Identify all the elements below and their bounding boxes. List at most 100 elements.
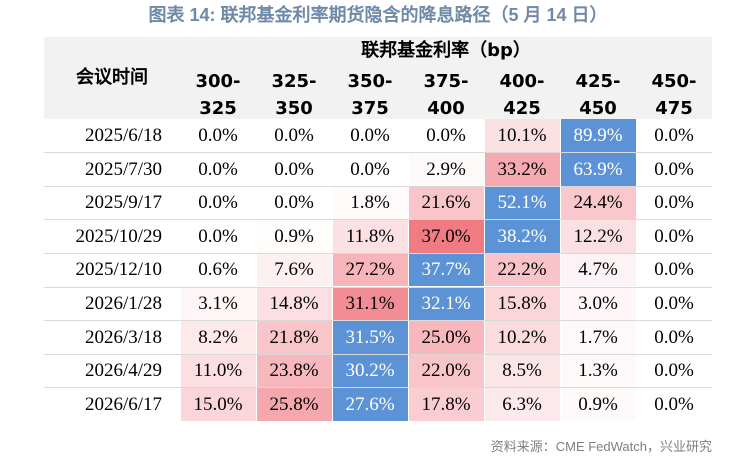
- probability-cell: 6.3%: [484, 387, 560, 421]
- table-row: 2025/6/18 0.0% 0.0% 0.0% 0.0% 10.1% 89.9% 0.0%: [44, 119, 712, 152]
- probability-cell: 89.9%: [560, 119, 636, 152]
- table-body: 2025/6/18 0.0% 0.0% 0.0% 0.0% 10.1% 89.9% 0.0% 2…: [44, 119, 712, 422]
- probability-cell: 25.8%: [256, 387, 332, 421]
- probability-cell: 15.8%: [484, 287, 560, 320]
- row-divider: [44, 387, 712, 389]
- probability-cell: 0.0%: [636, 287, 712, 320]
- row-divider: [44, 252, 712, 254]
- rate-range-upper: 475: [655, 98, 693, 119]
- probability-cell: 15.0%: [180, 387, 256, 421]
- probability-cell: 0.0%: [180, 152, 256, 186]
- table-header: 联邦基金利率（bp） 会议时间 300- 325 325- 350 350- 375 375…: [44, 37, 712, 119]
- rate-range-header: 400- 425: [484, 68, 560, 120]
- rate-range-upper: 325: [199, 98, 237, 119]
- meeting-date: 2025/6/18: [84, 125, 162, 146]
- row-divider: [44, 353, 712, 355]
- rate-range-upper: 350: [275, 98, 313, 119]
- probability-cell: 14.8%: [256, 287, 332, 320]
- probability-cell: 37.7%: [408, 253, 484, 287]
- table-row: 2026/3/18 8.2% 21.8% 31.5% 25.0% 10.2% 1.7% 0.0…: [44, 320, 712, 354]
- rate-range-header: 425- 450: [560, 68, 636, 120]
- meeting-date: 2025/12/10: [75, 259, 162, 281]
- probability-cell: 22.2%: [484, 253, 560, 287]
- rate-group-title: 联邦基金利率（bp）: [361, 40, 531, 61]
- rate-range-lower: 325-: [271, 71, 317, 92]
- probability-cell: 33.2%: [484, 152, 560, 186]
- probability-cell: 27.2%: [332, 253, 408, 287]
- probability-cell: 0.9%: [256, 219, 332, 253]
- probability-cell: 11.8%: [332, 219, 408, 253]
- probability-cell: 0.0%: [636, 186, 712, 220]
- probability-cell: 0.6%: [180, 253, 256, 287]
- table-row: 2026/6/17 15.0% 25.8% 27.6% 17.8% 6.3% 0.9% 0.0…: [44, 387, 712, 421]
- probability-cell: 1.3%: [560, 354, 636, 388]
- probability-cell: 23.8%: [256, 354, 332, 388]
- rate-range-lower: 450-: [651, 71, 697, 92]
- rate-range-upper: 400: [427, 98, 465, 119]
- probability-cell: 37.0%: [408, 219, 484, 253]
- source-note: 资料来源：CME FedWatch，兴业研究: [490, 439, 712, 454]
- meeting-date: 2025/7/30: [84, 158, 162, 180]
- rate-range-lower: 375-: [423, 71, 469, 92]
- rate-range-header: 350- 375: [332, 68, 408, 120]
- probability-cell: 0.0%: [256, 119, 332, 152]
- probability-cell: 0.0%: [636, 152, 712, 186]
- row-divider: [44, 320, 712, 322]
- rate-range-lower: 400-: [499, 71, 545, 92]
- probability-cell: 2.9%: [408, 152, 484, 186]
- table-row: 2025/12/10 0.6% 7.6% 27.2% 37.7% 22.2% 4.7% 0.0…: [44, 253, 712, 287]
- probability-cell: 10.2%: [484, 320, 560, 354]
- probability-cell: 63.9%: [560, 152, 636, 186]
- meeting-date: 2026/6/17: [84, 393, 162, 415]
- probability-cell: 30.2%: [332, 354, 408, 388]
- rate-range-upper: 425: [503, 98, 541, 119]
- probability-cell: 8.5%: [484, 354, 560, 388]
- row-divider: [44, 152, 712, 154]
- probability-cell: 10.1%: [484, 119, 560, 152]
- probability-cell: 31.1%: [332, 287, 408, 320]
- probability-cell: 0.0%: [256, 186, 332, 220]
- rate-range-header: 375- 400: [408, 68, 484, 120]
- probability-cell: 0.0%: [636, 387, 712, 421]
- rate-range-lower: 425-: [575, 71, 621, 92]
- probability-cell: 0.0%: [636, 320, 712, 354]
- probability-cell: 31.5%: [332, 320, 408, 354]
- probability-cell: 22.0%: [408, 354, 484, 388]
- probability-cell: 52.1%: [484, 186, 560, 220]
- probability-cell: 0.0%: [408, 119, 484, 152]
- probability-cell: 0.0%: [180, 119, 256, 152]
- rate-range-header: 300- 325: [180, 68, 256, 120]
- probability-cell: 0.0%: [180, 219, 256, 253]
- rate-range-upper: 375: [351, 98, 389, 119]
- meeting-date-header: 会议时间: [76, 67, 148, 88]
- rate-range-lower: 350-: [347, 71, 393, 92]
- table-row: 2025/7/30 0.0% 0.0% 0.0% 2.9% 33.2% 63.9% 0.0%: [44, 152, 712, 186]
- probability-cell: 4.7%: [560, 253, 636, 287]
- probability-cell: 3.1%: [180, 287, 256, 320]
- rate-range-header: 450- 475: [636, 68, 712, 120]
- probability-cell: 0.0%: [180, 186, 256, 220]
- probability-cell: 21.8%: [256, 320, 332, 354]
- probability-cell: 21.6%: [408, 186, 484, 220]
- probability-cell: 0.0%: [636, 119, 712, 152]
- rate-probability-table: 联邦基金利率（bp） 会议时间 300- 325 325- 350 350- 375 375…: [44, 37, 712, 422]
- probability-cell: 0.0%: [636, 219, 712, 253]
- probability-cell: 0.0%: [636, 253, 712, 287]
- row-divider: [44, 286, 712, 288]
- table-row: 2026/1/28 3.1% 14.8% 31.1% 32.1% 15.8% 3.0% 0.0…: [44, 287, 712, 320]
- probability-cell: 0.0%: [332, 119, 408, 152]
- probability-cell: 17.8%: [408, 387, 484, 421]
- table-row: 2025/10/29 0.0% 0.9% 11.8% 37.0% 38.2% 12.2% 0.…: [44, 219, 712, 253]
- probability-cell: 0.0%: [332, 152, 408, 186]
- probability-cell: 12.2%: [560, 219, 636, 253]
- rate-range-header: 325- 350: [256, 68, 332, 120]
- meeting-date: 2026/1/28: [84, 293, 162, 314]
- probability-cell: 3.0%: [560, 287, 636, 320]
- rate-range-upper: 450: [579, 98, 617, 119]
- probability-cell: 7.6%: [256, 253, 332, 287]
- probability-cell: 38.2%: [484, 219, 560, 253]
- rate-range-lower: 300-: [195, 71, 241, 92]
- probability-cell: 32.1%: [408, 287, 484, 320]
- probability-cell: 0.9%: [560, 387, 636, 421]
- meeting-date: 2025/10/29: [75, 225, 162, 247]
